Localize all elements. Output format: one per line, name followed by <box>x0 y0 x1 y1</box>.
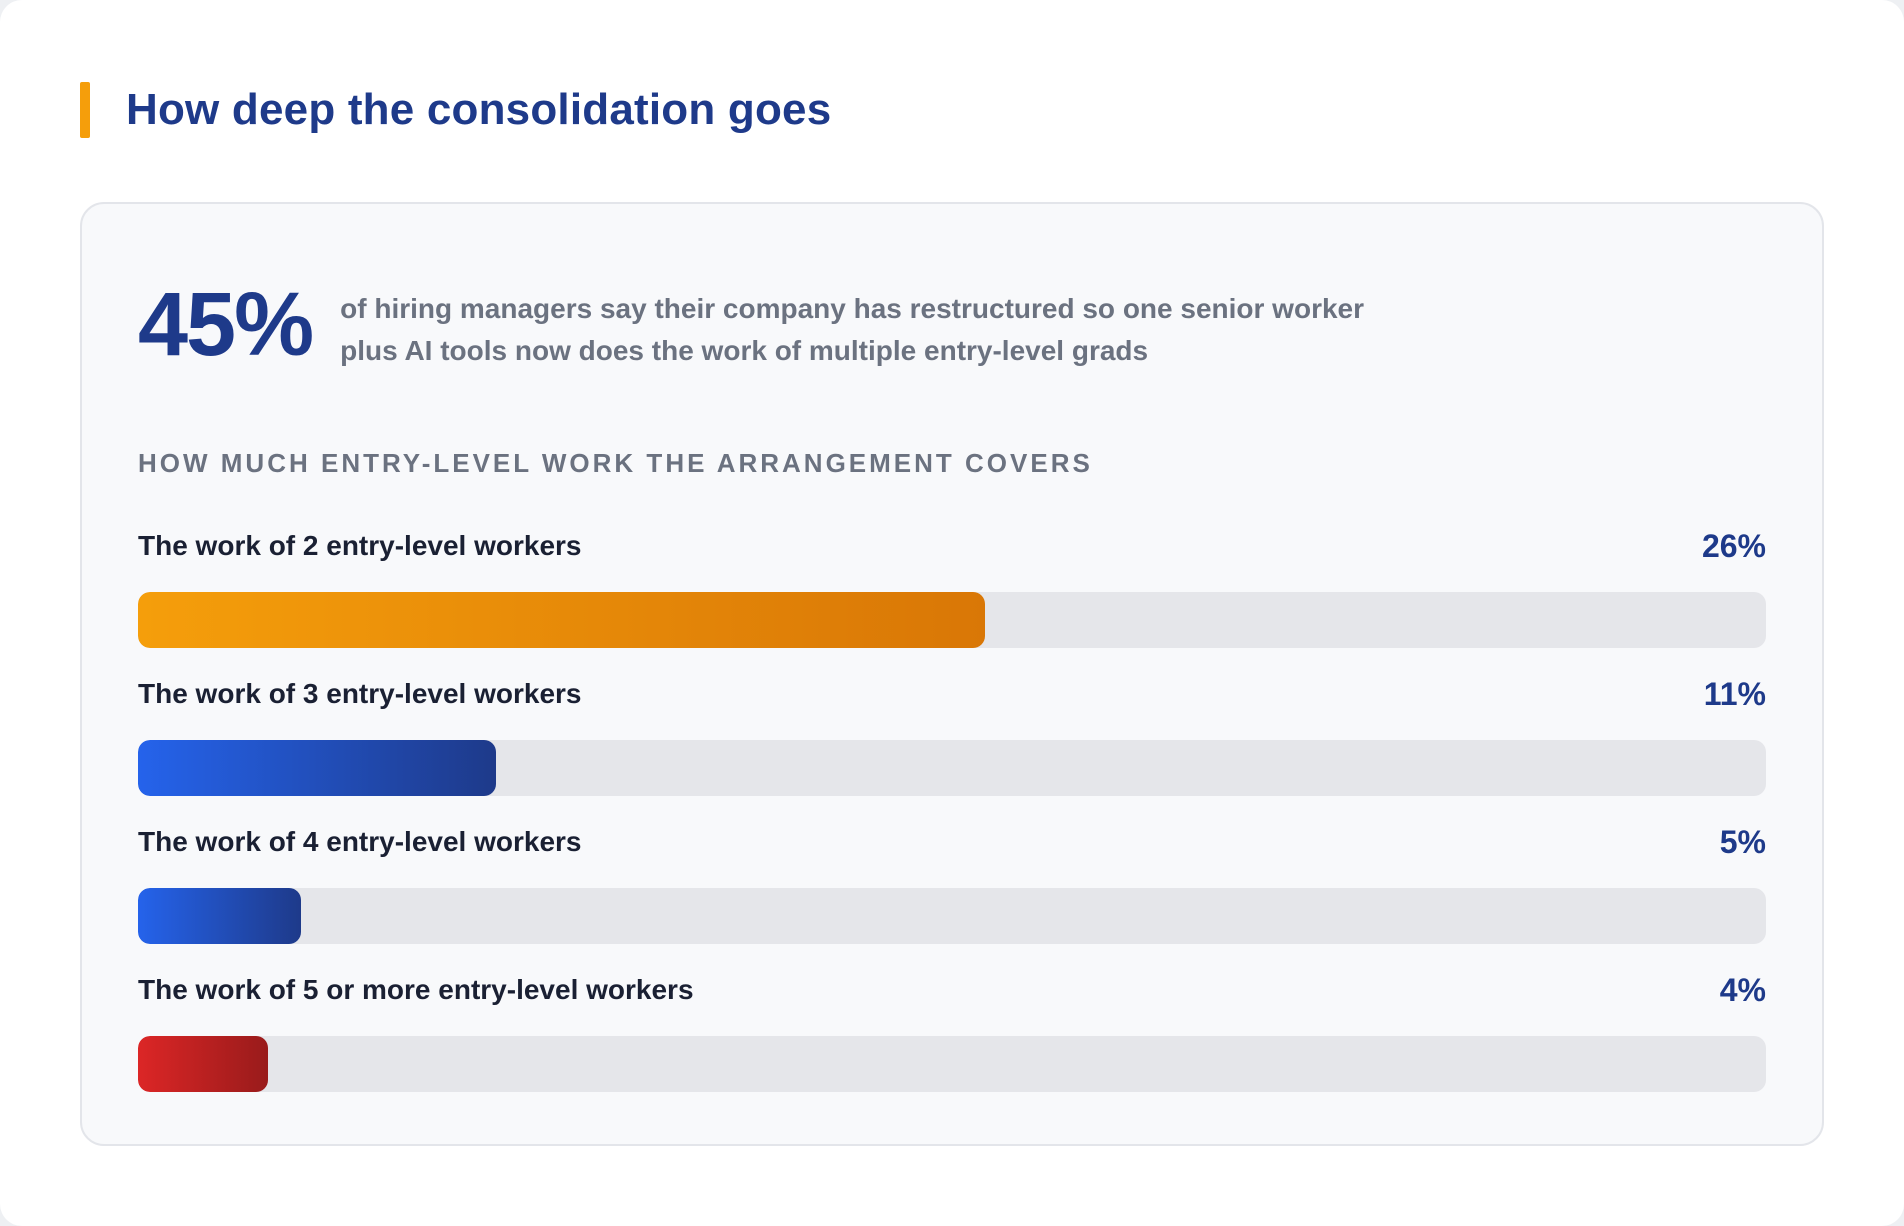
bar-value-label: 11% <box>1703 676 1766 712</box>
bar-row: The work of 3 entry-level workers 11% <box>138 676 1766 826</box>
bar-value-label: 4% <box>1719 972 1766 1008</box>
bar-track <box>138 740 1766 796</box>
bar-row: The work of 2 entry-level workers 26% <box>138 528 1766 678</box>
bar-label: The work of 4 entry-level workers <box>138 826 582 857</box>
bar-value-label: 5% <box>1719 824 1766 860</box>
title-accent-bar <box>80 82 90 138</box>
bar-label: The work of 3 entry-level workers <box>138 678 582 709</box>
bar-fill <box>138 740 496 796</box>
section-label: HOW MUCH ENTRY-LEVEL WORK THE ARRANGEMEN… <box>138 448 1093 478</box>
bar-fill <box>138 1036 268 1092</box>
bar-row: The work of 4 entry-level workers 5% <box>138 824 1766 974</box>
bar-label: The work of 5 or more entry-level worker… <box>138 974 694 1005</box>
bar-track <box>138 888 1766 944</box>
headline-stat: 45% of hiring managers say their company… <box>138 280 1400 372</box>
bar-value-label: 26% <box>1701 528 1766 564</box>
bar-fill <box>138 888 301 944</box>
bar-track <box>138 1036 1766 1092</box>
headline-value: 45% <box>138 275 314 375</box>
title-row: How deep the consolidation goes <box>80 82 831 138</box>
headline-description: of hiring managers say their company has… <box>340 293 1364 366</box>
bar-fill <box>138 592 985 648</box>
page-title: How deep the consolidation goes <box>126 85 832 134</box>
bar-label: The work of 2 entry-level workers <box>138 530 582 561</box>
bar-track <box>138 592 1766 648</box>
stats-card: 45% of hiring managers say their company… <box>80 202 1824 1146</box>
bar-chart: The work of 2 entry-level workers 26% The … <box>138 528 1766 1122</box>
bar-row: The work of 5 or more entry-level worker… <box>138 972 1766 1122</box>
